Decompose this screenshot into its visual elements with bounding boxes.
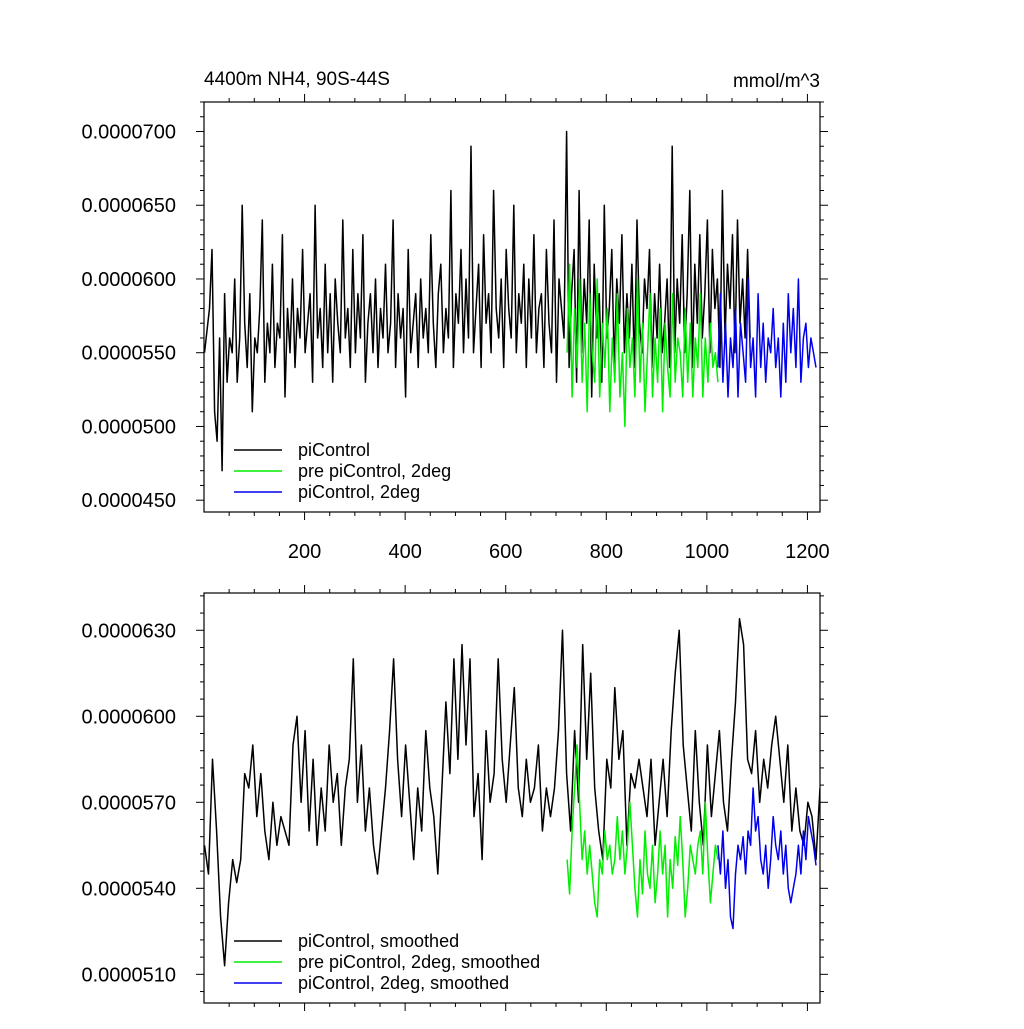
y-tick-label: 0.0000600 bbox=[81, 269, 176, 291]
legend-label: piControl, smoothed bbox=[298, 931, 459, 951]
series-line-3 bbox=[717, 787, 817, 930]
chart-panel-2: 0.0000510 0.0000540 0.0000570 0.0000600 0.00… bbox=[81, 585, 828, 1011]
y-tick-label: 0.0000450 bbox=[81, 490, 176, 512]
chart-title: 4400m NH4, 90S-44S bbox=[204, 69, 390, 90]
x-tick-label: 1000 bbox=[685, 541, 730, 563]
y-tick-label: 0.0000550 bbox=[81, 343, 176, 365]
y-tick-label: 0.0000570 bbox=[81, 792, 176, 814]
y-tick-label: 0.0000540 bbox=[81, 878, 176, 900]
plot-frame bbox=[203, 101, 821, 513]
legend-label: pre piControl, 2deg, smoothed bbox=[298, 952, 540, 972]
x-tick-label: 1200 bbox=[785, 541, 830, 563]
y-tick-label: 0.0000600 bbox=[81, 706, 176, 728]
series-line-2 bbox=[566, 263, 719, 428]
legend-label: piControl bbox=[298, 440, 370, 460]
x-tick-label: 800 bbox=[590, 541, 623, 563]
y-tick-label: 0.0000650 bbox=[81, 195, 176, 217]
plot-frame bbox=[203, 592, 821, 1004]
y-tick-label: 0.0000630 bbox=[81, 620, 176, 642]
y-tick-label: 0.0000700 bbox=[81, 121, 176, 143]
x-tick-label: 200 bbox=[288, 541, 321, 563]
legend-label: pre piControl, 2deg bbox=[298, 461, 451, 481]
chart-panel-1: 200 400 600 800 1000 1200 0.0000450 0.0000500 0.… bbox=[81, 69, 829, 563]
series-line-1 bbox=[204, 618, 820, 967]
series-line-3 bbox=[717, 278, 817, 398]
x-tick-label: 400 bbox=[388, 541, 421, 563]
legend-label: piControl, 2deg, smoothed bbox=[298, 973, 509, 993]
series-line-2 bbox=[566, 744, 719, 918]
chart-units: mmol/m^3 bbox=[733, 71, 820, 92]
legend-label: piControl, 2deg bbox=[298, 482, 420, 502]
y-tick-label: 0.0000500 bbox=[81, 416, 176, 438]
x-tick-label: 600 bbox=[489, 541, 522, 563]
series-line-1 bbox=[204, 130, 751, 472]
y-tick-label: 0.0000510 bbox=[81, 964, 176, 986]
